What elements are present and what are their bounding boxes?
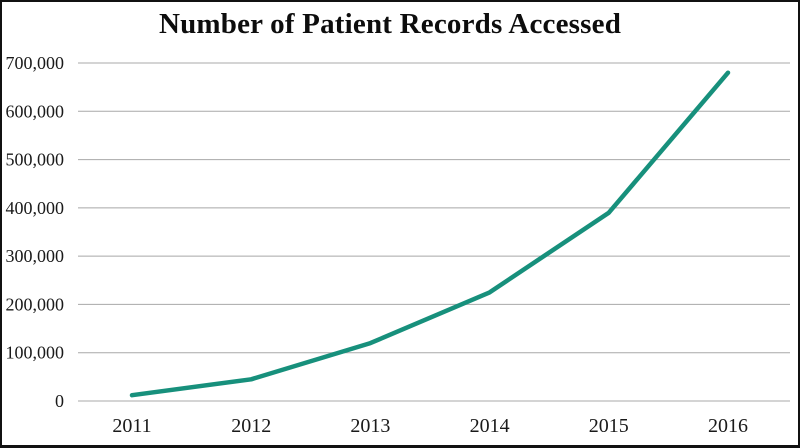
x-tick-label: 2011 [112,415,151,437]
x-tick-label: 2014 [470,415,510,437]
y-tick-label: 300,000 [6,246,65,266]
y-tick-label: 0 [55,391,64,411]
y-tick-label: 600,000 [6,101,65,121]
x-tick-label: 2013 [350,415,390,437]
gridlines [78,62,790,402]
x-tick-label: 2015 [589,415,629,437]
chart-title: Number of Patient Records Accessed [158,8,622,40]
x-tick-label: 2012 [231,415,271,437]
x-tick-label: 2016 [708,415,748,437]
y-tick-label: 400,000 [6,198,65,218]
data-line-patient-records [129,70,731,398]
y-tick-label: 100,000 [6,343,65,363]
y-tick-label: 200,000 [6,294,65,314]
x-axis-labels: 2011 2012 2013 2014 2015 2016 [112,415,748,437]
y-axis-labels: 0 100,000 200,000 300,000 400,000 500,000 600,… [6,53,65,411]
y-tick-label: 500,000 [6,150,65,170]
y-tick-label: 700,000 [6,53,65,73]
